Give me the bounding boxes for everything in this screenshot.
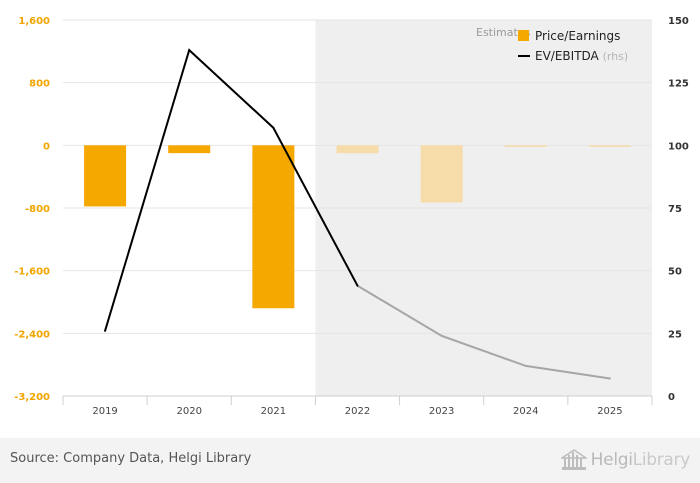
legend-swatch-price-earnings [518,30,529,41]
bar-2020 [168,145,211,154]
line-ev-ebitda-actual [104,48,359,332]
y-right-tick-label: 25 [668,329,682,340]
line-point-2025 [608,377,611,380]
y-right-tick-label: 150 [668,16,689,27]
line-ev-ebitda-estimate [356,284,611,380]
estimates-label: Estimates [476,26,531,39]
y-right-tick-label: 0 [668,392,675,403]
bar-2025 [588,145,631,147]
x-tick-label: 2020 [176,406,201,417]
library-building-icon [560,449,587,470]
line-point-2023 [440,334,443,337]
helgi-library-logo: HelgiLibrary [560,446,691,474]
line-point-2021 [272,126,275,129]
y-left-tick-label: -2,400 [14,329,50,340]
y-left-tick-label: 1,600 [18,16,50,27]
logo-brand: Helgi [590,450,633,470]
bar-2021 [252,145,295,309]
y-right-tick-label: 75 [668,204,682,215]
source-note: Source: Company Data, Helgi Library [10,451,252,466]
legend-label-price-earnings: Price/Earnings [535,29,620,43]
line-point-2024 [524,364,527,367]
y-left-tick-label: -800 [25,204,50,215]
x-tick-label: 2023 [429,406,454,417]
y-left-tick-label: 0 [43,141,50,152]
x-tick-label: 2024 [513,406,538,417]
y-right-tick-label: 100 [668,141,689,152]
logo-suffix: Library [632,450,691,470]
legend-label-ev-ebitda: EV/EBITDA (rhs) [535,49,628,63]
x-tick-label: 2021 [261,406,286,417]
footer: Source: Company Data, Helgi Library Helg… [0,438,700,483]
y-left-tick-label: -1,600 [14,267,50,278]
line-point-2019 [104,329,107,332]
bar-2023 [420,145,463,203]
y-right-tick-label: 50 [668,267,682,278]
chart: 2019 2020 2021 2022 2023 2024 2025 1,600 800 0 -80… [14,16,689,417]
line-point-2022 [356,284,359,287]
y-left-tick-label: -3,200 [14,392,50,403]
y-left-tick-label: 800 [29,79,50,90]
y-right-tick-label: 125 [668,79,689,90]
bar-2022 [336,145,379,154]
x-tick-label: 2019 [92,406,117,417]
x-tick-label: 2025 [597,406,622,417]
bar-2019 [84,145,127,207]
legend-rhs-note: (rhs) [603,50,629,63]
bar-2024 [504,145,547,147]
logo-text: HelgiLibrary [590,450,691,470]
line-point-2020 [188,49,191,52]
x-tick-label: 2022 [345,406,370,417]
